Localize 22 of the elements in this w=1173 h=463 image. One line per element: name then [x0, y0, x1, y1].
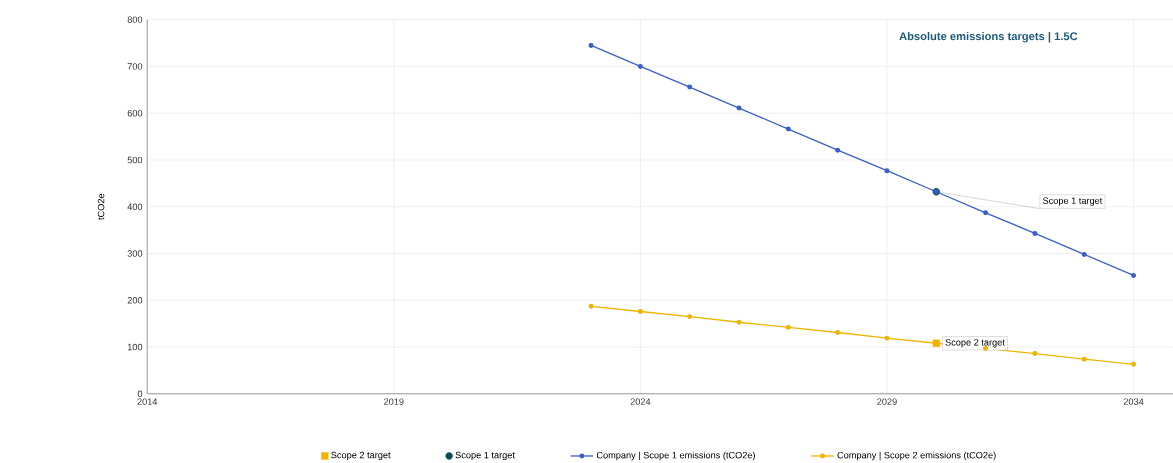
legend-label: Scope 1 target: [455, 451, 515, 461]
legend-label: Company | Scope 2 emissions (tCO2e): [837, 451, 996, 461]
y-tick-label: 700: [127, 63, 143, 70]
y-tick-label: 400: [127, 203, 143, 211]
x-tick-label: 2014: [137, 398, 158, 406]
y-tick-label: 100: [127, 343, 143, 351]
y-tick-label: 800: [127, 16, 143, 24]
y-axis-title: tCO2e: [97, 194, 105, 221]
y-tick-label: 0: [137, 390, 143, 398]
x-tick-label: 2019: [384, 398, 404, 406]
annotation: Scope 2 target: [945, 339, 1005, 348]
y-tick-label: 200: [127, 297, 143, 304]
text: Absolute emissions targets | 1.5C: [899, 32, 1078, 43]
y-tick-label: 300: [127, 250, 143, 257]
legend-label: Company | Scope 1 emissions (tCO2e): [596, 451, 755, 461]
y-tick-label: 600: [127, 110, 143, 117]
annotation: Scope 1 target: [1042, 197, 1103, 206]
x-tick-label: 2029: [877, 398, 897, 406]
y-tick-label: 500: [127, 156, 143, 164]
x-tick-label: 2034: [1123, 398, 1144, 406]
legend-label: Scope 2 target: [331, 451, 391, 461]
x-tick-label: 2024: [630, 398, 651, 406]
